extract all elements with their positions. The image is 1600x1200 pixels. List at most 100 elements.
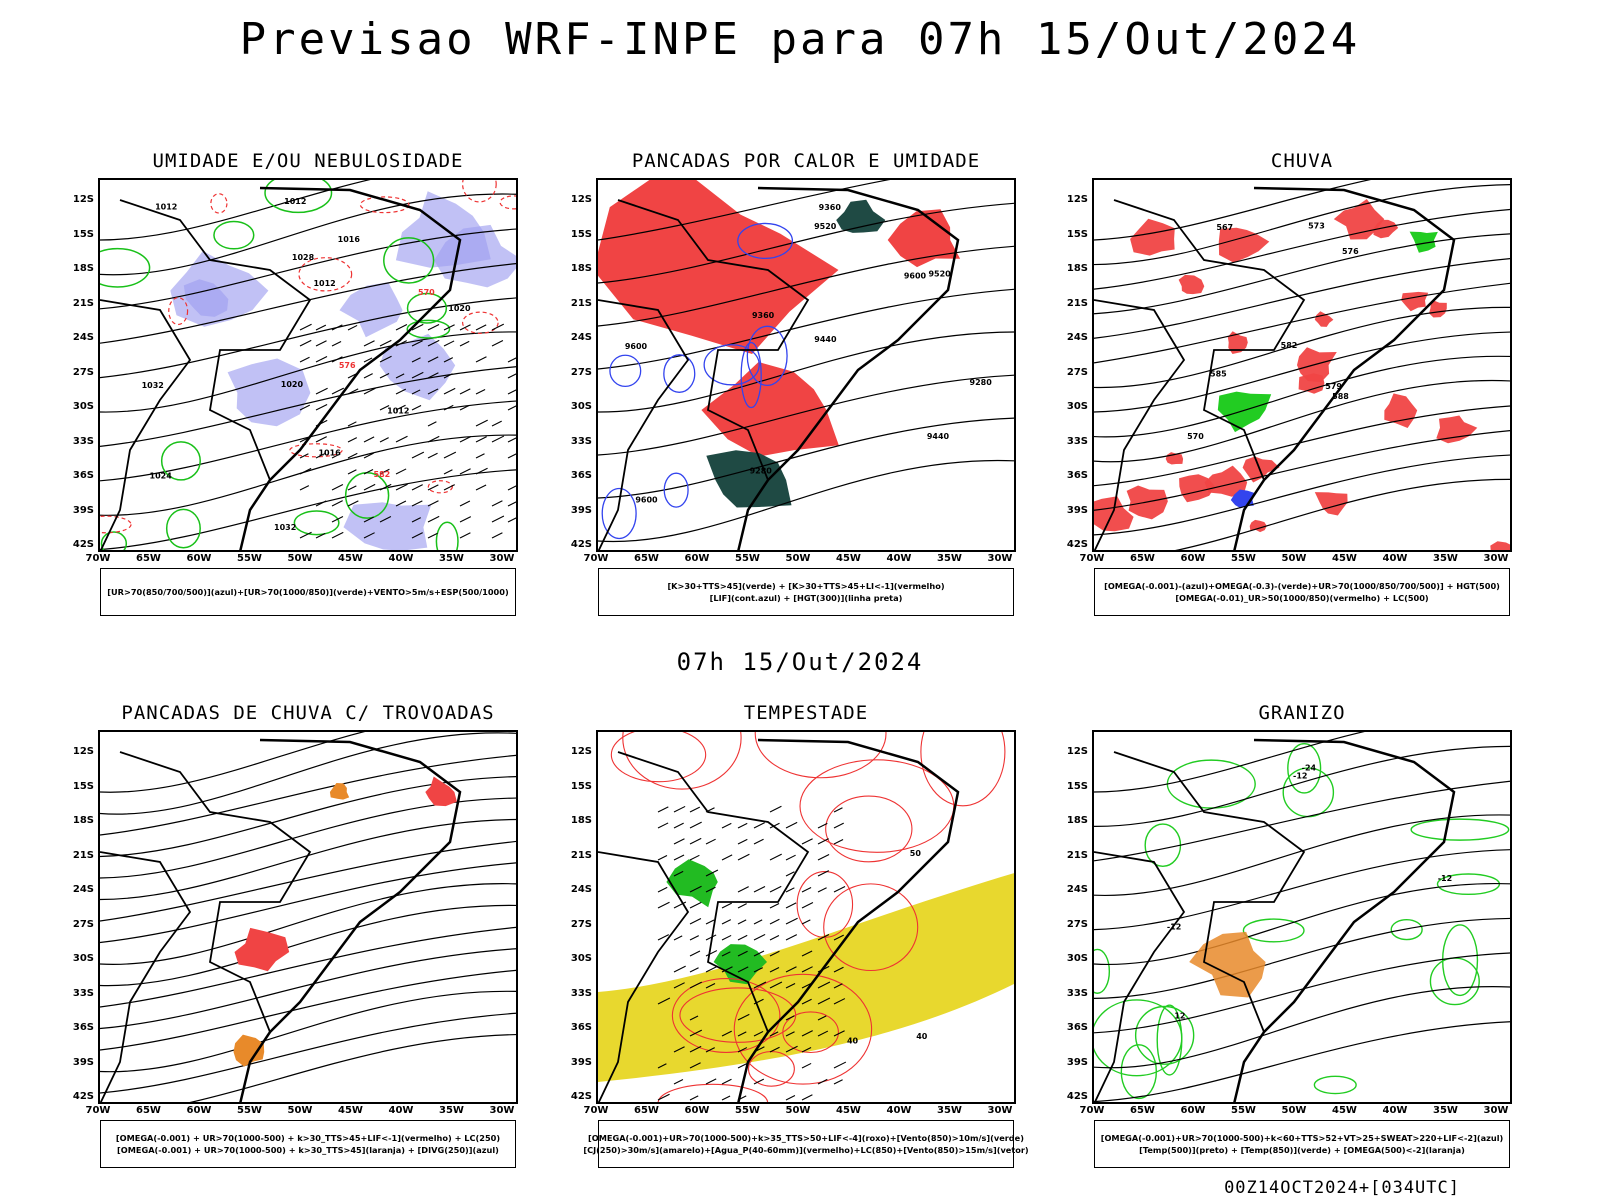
- contour-label: 1020: [281, 380, 304, 389]
- lat-tick-label: 36S: [72, 470, 94, 481]
- wind-vector: [689, 1029, 703, 1037]
- wind-vector: [657, 934, 670, 941]
- wind-vector: [801, 950, 813, 957]
- panel-title-umidade: UMIDADE E/OU NEBULOSIDADE: [152, 150, 464, 172]
- lat-tick-label: 24S: [1066, 884, 1088, 895]
- lon-tick-label: 70W: [85, 553, 111, 564]
- lat-tick-label: 12S: [570, 746, 592, 757]
- wind-vector: [833, 838, 844, 845]
- contour-line: [100, 969, 516, 1051]
- contour-line: [100, 754, 516, 836]
- legend-granizo: [OMEGA(-0.001)+UR>70(1000-500)+k<60+TTS>…: [1094, 1120, 1510, 1168]
- wind-vector: [721, 934, 732, 941]
- humidity-green-contour: [383, 237, 435, 284]
- wind-vector: [427, 515, 440, 523]
- lon-tick-label: 70W: [1079, 553, 1105, 564]
- water-contour: [782, 1011, 839, 1054]
- lat-tick-label: 18S: [72, 263, 94, 274]
- wind-vector: [315, 436, 327, 443]
- lat-tick-label: 15S: [1066, 780, 1088, 792]
- wind-vector: [459, 436, 472, 443]
- lat-tick-label: 18S: [1066, 263, 1088, 274]
- wind-vector: [689, 806, 701, 813]
- contour-label: 40: [847, 1036, 859, 1045]
- wind-vector: [411, 340, 423, 347]
- map-canvas: 9600960095209440936092809440936092809600…: [598, 180, 1014, 550]
- temp850-contour: [1429, 957, 1480, 1006]
- wind-vector: [705, 950, 718, 957]
- temp850-contour: [1144, 823, 1182, 868]
- state-borders: [119, 199, 312, 481]
- thickness-contour: [462, 311, 499, 334]
- wind-vector: [673, 982, 685, 989]
- wind-vector: [331, 484, 344, 491]
- wind-vector: [475, 388, 486, 395]
- wind-vector: [363, 436, 375, 443]
- contour-label: -24: [1302, 763, 1317, 772]
- wind-vector: [705, 1047, 715, 1053]
- legend-line: [CJ(250)>30m/s](amarelo)+[Agua_P(40-60mm…: [583, 1145, 1029, 1155]
- country-borders: [1094, 851, 1186, 1102]
- wind-vector: [737, 822, 748, 829]
- wind-vector: [331, 531, 344, 539]
- temp850-contour: [1287, 742, 1322, 794]
- wind-vector: [657, 806, 669, 813]
- wind-vector: [769, 805, 782, 813]
- lon-tick-label: 45W: [338, 1105, 363, 1116]
- wind-vector: [411, 484, 423, 491]
- contour-label: 9280: [970, 378, 993, 387]
- lat-tick-label: 27S: [570, 918, 592, 930]
- storm-orange-area: [233, 1034, 265, 1067]
- wind-vector: [689, 885, 702, 893]
- wind-vector: [689, 950, 701, 957]
- wind-vector: [769, 935, 780, 941]
- wind-vector: [315, 452, 327, 459]
- rain-red-area: [1373, 219, 1399, 239]
- wind-vector: [673, 822, 684, 829]
- contour-line: [598, 459, 1014, 543]
- wind-vector: [363, 357, 373, 363]
- wind-vector: [769, 966, 780, 973]
- lon-tick-label: 55W: [237, 1105, 262, 1116]
- omega-orange-area: [1189, 931, 1266, 998]
- temp850-contour: [1134, 1005, 1195, 1065]
- wind-vector: [785, 1015, 795, 1021]
- contour-line: [100, 732, 516, 815]
- wind-vector: [785, 854, 796, 861]
- wind-vector: [785, 1045, 798, 1053]
- wind-vector: [379, 468, 390, 475]
- lat-tick-label: 33S: [1066, 987, 1088, 999]
- wind-vector: [753, 981, 767, 989]
- lat-tick-label: 21S: [72, 297, 94, 309]
- contour-label: 9520: [928, 270, 951, 279]
- country-borders: [100, 299, 192, 550]
- wind-vector: [721, 1030, 732, 1037]
- rain-red-area: [1165, 452, 1184, 465]
- wind-vector: [801, 886, 812, 893]
- thickness-contour: [298, 257, 353, 292]
- wind-vector: [737, 1013, 750, 1021]
- humidity-green-contour: [100, 247, 151, 288]
- wind-vector: [705, 934, 717, 941]
- wind-vector: [363, 516, 374, 523]
- wind-vector: [411, 532, 423, 539]
- wind-vector: [507, 389, 516, 395]
- wind-vector: [299, 339, 312, 347]
- humidity-green-contour: [160, 441, 201, 481]
- wind-vector: [817, 853, 830, 861]
- wind-vector: [427, 388, 439, 395]
- wind-vector: [379, 339, 392, 347]
- contour-line: [1094, 282, 1510, 364]
- contour-line: [1174, 478, 1510, 550]
- humidity-blue-area: [343, 502, 432, 550]
- contour-label: 1032: [274, 523, 296, 532]
- legend-line: [OMEGA(-0.001) + UR>70(1000-500) + k>30_…: [115, 1133, 501, 1143]
- wind-vector: [753, 950, 765, 957]
- contour-line: [1094, 1021, 1510, 1102]
- wind-vector: [689, 1095, 699, 1101]
- lat-tick-label: 33S: [1066, 435, 1088, 447]
- lat-tick-label: 33S: [72, 435, 94, 447]
- wind-vector: [331, 453, 341, 459]
- wind-vector: [347, 437, 358, 443]
- contour-line: [598, 180, 891, 241]
